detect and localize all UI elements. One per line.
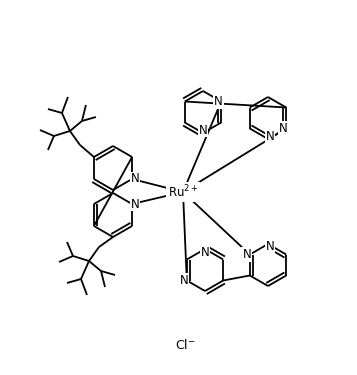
Text: N: N [266, 129, 275, 142]
Text: N: N [201, 246, 209, 258]
Text: N: N [279, 122, 287, 135]
Text: Ru$^{2+}$: Ru$^{2+}$ [168, 184, 198, 200]
Text: N: N [266, 240, 275, 254]
Text: N: N [214, 95, 222, 108]
Text: N: N [131, 172, 140, 186]
Text: Cl$^{-}$: Cl$^{-}$ [175, 338, 195, 352]
Text: N: N [180, 274, 188, 287]
Text: N: N [198, 123, 207, 136]
Text: N: N [131, 198, 140, 210]
Text: N: N [242, 248, 251, 261]
